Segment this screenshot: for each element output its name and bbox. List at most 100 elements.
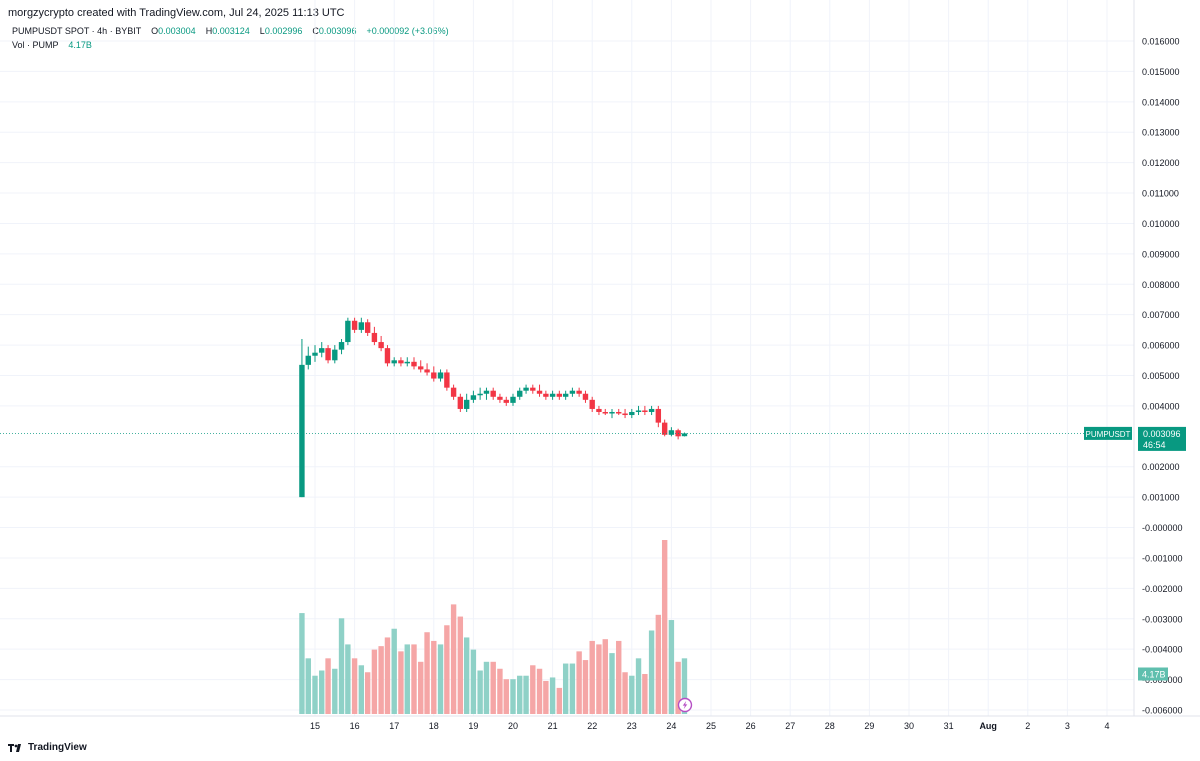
- candle-body: [517, 390, 523, 397]
- volume-bar: [457, 616, 464, 714]
- volume-bar: [549, 677, 556, 714]
- volume-bar: [305, 658, 311, 714]
- volume-bar: [582, 660, 589, 714]
- time-tick-label: 15: [310, 721, 320, 731]
- candle-body: [490, 390, 496, 397]
- time-tick-label: 26: [746, 721, 756, 731]
- time-tick-label: 17: [389, 721, 399, 731]
- candle-body: [351, 320, 358, 330]
- time-axis: 15 16 17 18 19 20 21 22 23 24 25 26 27 28 29 30 31 Aug 2 3 4: [310, 721, 1110, 731]
- price-tick-label: 0.009000: [1142, 249, 1180, 259]
- candle-body: [450, 387, 457, 397]
- volume-bar: [523, 675, 529, 714]
- candle-body: [358, 322, 365, 330]
- volume-bar: [358, 665, 365, 714]
- time-tick-label: 25: [706, 721, 716, 731]
- volume-bar: [609, 653, 615, 714]
- volume-bar: [299, 613, 305, 714]
- high-value: 0.003124: [212, 26, 250, 36]
- volume-bar: [437, 644, 444, 714]
- candle-body: [556, 393, 563, 397]
- price-tick-label: 0.015000: [1142, 67, 1180, 77]
- volume-bar: [655, 614, 662, 714]
- volume-bar: [642, 673, 648, 714]
- volume-bar: [378, 646, 384, 714]
- candle-body: [602, 411, 608, 414]
- candle-body: [497, 396, 503, 400]
- volume-bar: [404, 644, 410, 714]
- candle-body: [609, 411, 615, 414]
- price-tick-label: 0.004000: [1142, 401, 1180, 411]
- price-tick-label: -0.002000: [1142, 584, 1183, 594]
- volume-bar: [635, 658, 642, 714]
- candle-body: [596, 408, 602, 412]
- volume-bar: [596, 644, 602, 714]
- volume-bar: [675, 661, 681, 714]
- volume-bar: [463, 637, 470, 714]
- volume-bar: [602, 639, 608, 714]
- volume-bar: [364, 672, 371, 714]
- candle-body: [391, 360, 397, 364]
- candle-body: [470, 395, 477, 400]
- candle-body: [523, 387, 529, 391]
- candle-body: [378, 342, 384, 349]
- volume-bar: [391, 628, 397, 714]
- time-tick-label: 22: [587, 721, 597, 731]
- candle-body: [371, 332, 378, 343]
- candle-body: [668, 430, 675, 435]
- time-tick-label: 21: [548, 721, 558, 731]
- candle-body: [424, 369, 430, 373]
- low-value: 0.002996: [264, 26, 303, 36]
- time-tick-label: 30: [904, 721, 914, 731]
- volume-bar: [589, 640, 595, 714]
- time-tick-label: Aug: [979, 721, 997, 731]
- volume-bar: [371, 649, 378, 714]
- time-tick-label: 27: [785, 721, 795, 731]
- time-tick-label: 20: [508, 721, 518, 731]
- candle-body: [629, 411, 635, 416]
- candle-body: [477, 393, 483, 396]
- volume-bar: [530, 665, 536, 714]
- volume-bar: [418, 661, 424, 714]
- price-tick-label: 0.016000: [1142, 37, 1180, 47]
- chart-caption: morgzycrypto created with TradingView.co…: [8, 7, 345, 19]
- candle-body: [345, 320, 351, 343]
- open-value: 0.003004: [158, 26, 196, 36]
- volume-bars: [299, 540, 688, 714]
- candle-body: [332, 349, 338, 361]
- volume-bar: [576, 651, 582, 714]
- price-tick-label: 0.012000: [1142, 158, 1180, 168]
- volume-legend-value: 4.17B: [68, 40, 92, 50]
- candle-body: [648, 408, 655, 412]
- time-tick-label: 24: [666, 721, 676, 731]
- volume-bar: [497, 668, 503, 714]
- candle-body: [576, 390, 582, 394]
- candle-body: [437, 372, 444, 379]
- candle-body: [364, 322, 371, 333]
- volume-bar: [483, 661, 490, 714]
- time-tick-label: 3: [1065, 721, 1070, 731]
- countdown-label: 46:54: [1143, 440, 1166, 450]
- lightning-bolt: [682, 701, 688, 709]
- candle-body: [299, 364, 305, 498]
- volume-bar: [470, 649, 477, 714]
- price-tick-label: -0.004000: [1142, 645, 1183, 655]
- candle-body: [530, 387, 536, 391]
- candle-body: [463, 399, 470, 409]
- volume-bar: [668, 620, 675, 714]
- price-tick-label: 0.006000: [1142, 341, 1180, 351]
- candle-body: [616, 411, 622, 414]
- candle-body: [569, 390, 576, 394]
- candle-body: [444, 372, 450, 388]
- price-tick-label: -0.006000: [1142, 706, 1183, 716]
- candle-body: [543, 393, 549, 397]
- volume-bar: [444, 625, 450, 714]
- tradingview-footer: TradingView: [8, 742, 87, 753]
- candle-body: [418, 366, 424, 370]
- volume-bar: [562, 663, 569, 714]
- price-tick-label: 0.001000: [1142, 493, 1180, 503]
- close-value: 0.003096: [318, 26, 357, 36]
- price-tick-label: -0.000000: [1142, 523, 1183, 533]
